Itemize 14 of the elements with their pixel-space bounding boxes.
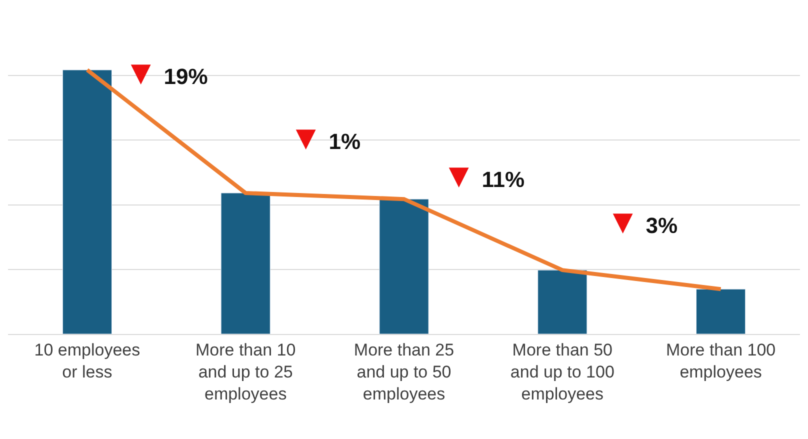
annotation: ▼ 11%	[442, 157, 525, 195]
x-tick-label: 10 employees or less	[34, 340, 140, 382]
bar	[696, 288, 746, 334]
x-tick-label: More than 100 employees	[666, 340, 776, 382]
x-tick-label: More than 10 and up to 25 employees	[196, 340, 296, 404]
bar	[62, 70, 112, 334]
x-tick-label: More than 50 and up to 100 employees	[510, 340, 614, 404]
bar	[379, 198, 429, 334]
annotation: ▼ 19%	[124, 54, 208, 92]
x-tick-label: More than 25 and up to 50 employees	[354, 340, 454, 404]
bar	[220, 192, 270, 334]
bar	[538, 270, 588, 334]
annotation: ▼ 1%	[289, 119, 361, 157]
annotation: ▼ 3%	[606, 203, 678, 241]
